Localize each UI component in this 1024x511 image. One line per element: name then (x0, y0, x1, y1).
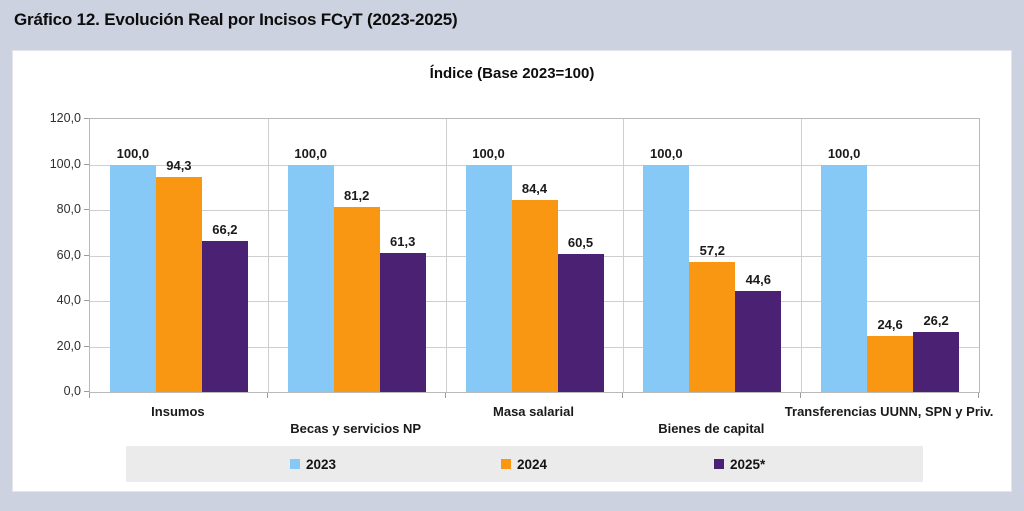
y-tick-label: 120,0 (49, 111, 81, 125)
chart-panel: Índice (Base 2023=100) 100,0 100,0 100,0 10… (12, 50, 1012, 492)
legend-swatch-icon (714, 459, 724, 469)
legend-item-2024: 2024 (501, 446, 547, 482)
legend-label: 2023 (306, 456, 337, 472)
y-tick-mark (84, 345, 89, 347)
bar-2025*-Insumos (201, 241, 248, 392)
page-title: Gráfico 12. Evolución Real por Incisos F… (14, 10, 458, 29)
y-tick-label: 40,0 (56, 293, 81, 307)
gridline-vertical (446, 119, 447, 392)
y-tick-mark (84, 254, 89, 256)
x-tick-mark (978, 393, 979, 398)
bar-2025*-Masa salarial (557, 254, 604, 392)
gridline-vertical (268, 119, 269, 392)
legend-item-2023: 2023 (290, 446, 336, 482)
bar-value-label: 57,2 (699, 242, 725, 258)
bar-value-label: 61,3 (390, 233, 416, 249)
bar-value-label: 26,2 (923, 313, 949, 329)
bar-2024-Masa salarial (511, 200, 558, 392)
gridline-horizontal (90, 164, 979, 166)
bar-2023-Masa salarial (465, 164, 512, 392)
bar-value-label: 100,0 (294, 145, 327, 161)
legend: 2023 2024 2025* (126, 446, 923, 482)
legend-label: 2024 (517, 456, 548, 472)
y-tick-mark (84, 300, 89, 301)
bar-2025*-Transferencias UUNN, SPN y Priv. (913, 332, 960, 392)
chart-title: Índice (Base 2023=100) (429, 65, 595, 82)
legend-item-2025*: 2025* (714, 446, 765, 482)
bar-value-label: 84,4 (521, 180, 548, 196)
x-tick-mark (89, 393, 90, 398)
bar-value-label: 44,6 (745, 271, 771, 287)
gridline-vertical (801, 119, 802, 392)
bar-2024-Becas y servicios NP (333, 207, 380, 392)
x-category-label: Insumos (151, 404, 205, 419)
bar-value-label: 100,0 (827, 145, 861, 161)
bar-2023-Becas y servicios NP (287, 164, 334, 392)
y-tick-mark (84, 391, 89, 392)
x-category-label: Masa salarial (493, 404, 574, 419)
bar-2024-Transferencias UUNN, SPN y Priv. (867, 336, 914, 392)
bar-2023-Bienes de capital (643, 164, 690, 392)
bar-value-label: 81,2 (344, 188, 370, 204)
x-tick-mark (622, 393, 623, 398)
bar-2024-Insumos (155, 177, 202, 392)
bar-value-label: 60,5 (567, 235, 594, 251)
bar-value-label: 66,2 (212, 222, 238, 238)
gridline-vertical (623, 119, 624, 392)
y-tick-mark (84, 209, 89, 210)
bar-value-label: 24,6 (877, 317, 903, 333)
y-tick-label: 80,0 (56, 202, 81, 216)
legend-swatch-icon (290, 459, 300, 469)
bar-2023-Insumos (109, 164, 156, 392)
plot-area: 100,0 100,0 100,0 100,0 100,0 94,3 81,2 84,4 57,… (89, 118, 980, 393)
y-tick-label: 100,0 (49, 156, 81, 171)
bar-value-label: 100,0 (116, 145, 150, 161)
bar-value-label: 94,3 (166, 158, 192, 174)
x-category-label: Bienes de capital (658, 421, 765, 436)
y-tick-label: 0,0 (63, 384, 81, 398)
y-tick-mark (84, 163, 89, 165)
x-category-label: Becas y servicios NP (290, 421, 422, 436)
y-tick-label: 60,0 (56, 247, 81, 262)
y-tick-label: 20,0 (56, 338, 81, 353)
x-category-label: Transferencias UUNN, SPN y Priv. (784, 404, 994, 419)
bar-value-label: 100,0 (650, 145, 683, 161)
x-tick-mark (267, 393, 268, 398)
legend-swatch-icon (501, 459, 511, 469)
bar-2025*-Becas y servicios NP (379, 252, 426, 392)
x-tick-mark (800, 393, 801, 398)
bar-2024-Bienes de capital (689, 261, 736, 392)
legend-label: 2025* (730, 456, 766, 472)
bar-2025*-Bienes de capital (735, 290, 782, 392)
x-tick-mark (445, 393, 446, 398)
bar-value-label: 100,0 (472, 145, 505, 161)
bar-2023-Transferencias UUNN, SPN y Priv. (821, 164, 868, 392)
y-tick-mark (84, 118, 89, 119)
